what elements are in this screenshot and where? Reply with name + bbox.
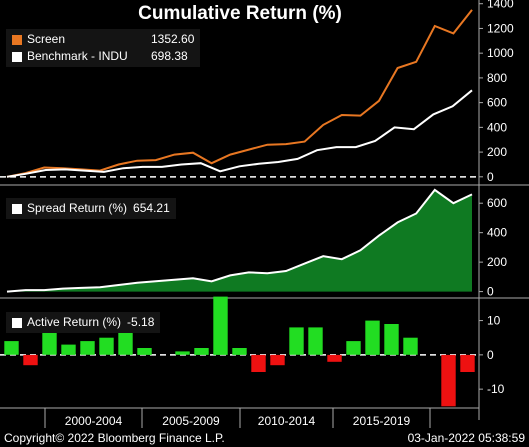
active-bar [365, 320, 380, 355]
y-tick-label: 10 [487, 314, 501, 328]
legend-swatch-screen [12, 34, 22, 45]
active-bar [251, 354, 266, 372]
y-tick-label: 600 [487, 196, 507, 210]
y-tick-label: 200 [487, 145, 507, 159]
y-tick-label: 0 [487, 285, 494, 299]
active-bar [194, 348, 209, 355]
active-bar [232, 348, 247, 355]
spread-area [7, 189, 472, 292]
spread-line [6, 188, 473, 293]
legend-label-active: Active Return (%) [27, 315, 122, 329]
active-bar [460, 354, 475, 372]
active-bar [327, 354, 342, 362]
active-bar [441, 354, 456, 407]
active-bar [175, 351, 190, 355]
y-tick-label: 1200 [487, 21, 514, 35]
y-tick-label: 0 [487, 170, 494, 184]
active-bar [384, 324, 399, 355]
legend-active: Active Return (%) -5.18 [6, 312, 161, 333]
active-bar [346, 341, 361, 355]
x-tick-label: 2010-2014 [258, 414, 316, 428]
legend-label-spread: Spread Return (%) [27, 201, 128, 215]
active-bar [213, 296, 228, 355]
legend-spread: Spread Return (%) 654.21 [6, 198, 176, 219]
legend-value-screen: 1352.60 [151, 32, 195, 46]
legend-value-benchmark: 698.38 [151, 49, 188, 63]
legend-label-benchmark: Benchmark - INDU [27, 49, 128, 63]
y-tick-label: 400 [487, 226, 507, 240]
footer: Copyright© 2022 Bloomberg Finance L.P. 0… [0, 429, 529, 447]
legend-item-spread: Spread Return (%) 654.21 [12, 200, 170, 217]
active-bar [23, 354, 38, 366]
x-tick-label: 2005-2009 [162, 414, 220, 428]
legend-label-screen: Screen [27, 32, 66, 46]
active-bar [80, 341, 95, 355]
timestamp-text: 03-Jan-2022 05:38:59 [407, 431, 525, 445]
y-tick-label: 400 [487, 120, 507, 134]
legend-item-benchmark: Benchmark - INDU 698.38 [12, 48, 194, 65]
legend-item-screen: Screen 1352.60 [12, 31, 194, 48]
y-tick-label: -10 [487, 382, 505, 396]
legend-swatch-benchmark [12, 51, 22, 62]
legend-swatch-spread [12, 203, 22, 214]
legend-value-spread: 654.21 [133, 201, 170, 215]
active-bar [289, 327, 304, 355]
y-tick-label: 200 [487, 255, 507, 269]
active-bar [270, 354, 285, 366]
y-tick-label: 1400 [487, 0, 514, 11]
x-tick-label: 2015-2019 [353, 414, 411, 428]
active-bar [403, 337, 418, 355]
series-line-benchmark [6, 89, 473, 178]
legend-top: Screen 1352.60 Benchmark - INDU 698.38 [6, 29, 201, 67]
legend-swatch-active [12, 317, 22, 328]
y-tick-label: 0 [487, 348, 494, 362]
active-bar [4, 341, 19, 355]
active-bar [99, 337, 114, 355]
x-tick-label: 2000-2004 [65, 414, 123, 428]
chart-title: Cumulative Return (%) [138, 3, 342, 24]
y-tick-label: 1000 [487, 46, 514, 60]
active-bar [308, 327, 323, 355]
active-bar [137, 348, 152, 355]
legend-item-active: Active Return (%) -5.18 [12, 314, 154, 331]
y-tick-label: 800 [487, 71, 507, 85]
copyright-text: Copyright© 2022 Bloomberg Finance L.P. [4, 431, 225, 445]
active-bar [61, 344, 76, 355]
y-tick-label: 600 [487, 96, 507, 110]
legend-value-active: -5.18 [127, 315, 155, 329]
